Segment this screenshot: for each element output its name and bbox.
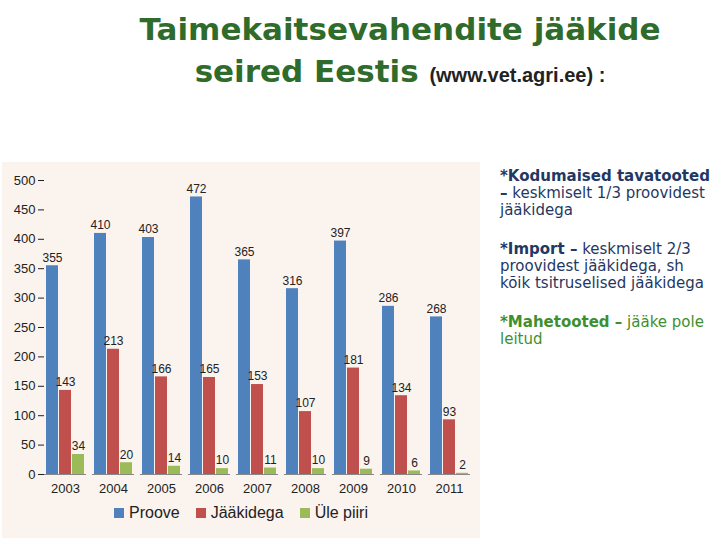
html-text:*Mahetooted – jääke pole leitu: *Mahetooted – jääke pole leitud — [500, 313, 704, 348]
svg-text:2004: 2004 — [99, 481, 128, 496]
html-text:Jääkidega: Jääkidega — [210, 504, 284, 521]
svg-text:300: 300 — [14, 290, 36, 305]
svg-text:10: 10 — [312, 453, 326, 467]
svg-text:450: 450 — [14, 202, 36, 217]
svg-text:2007: 2007 — [243, 481, 272, 496]
svg-text:472: 472 — [186, 182, 206, 196]
svg-text:34: 34 — [72, 439, 86, 453]
svg-text:153: 153 — [247, 369, 267, 383]
svg-text:6: 6 — [411, 456, 418, 470]
svg-text:250: 250 — [14, 320, 36, 335]
svg-text:14: 14 — [168, 451, 182, 465]
svg-text:107: 107 — [295, 396, 315, 410]
svg-text:20: 20 — [120, 448, 134, 462]
svg-text:410: 410 — [90, 218, 110, 232]
html-text:Taimekaitsevahendite jääkide s: Taimekaitsevahendite jääkide seired Eest… — [139, 11, 661, 89]
svg-text:403: 403 — [138, 222, 158, 236]
html-text:*Kodumaised tavatooted – keskm: *Kodumaised tavatooted – keskmiselt 1/3 … — [500, 167, 710, 219]
svg-text:2006: 2006 — [195, 481, 224, 496]
svg-text:181: 181 — [343, 353, 363, 367]
svg-text:100: 100 — [14, 408, 36, 423]
svg-text:268: 268 — [426, 302, 446, 316]
svg-text:2005: 2005 — [147, 481, 176, 496]
svg-text:165: 165 — [199, 362, 219, 376]
svg-text:2008: 2008 — [291, 481, 320, 496]
svg-text:11: 11 — [264, 453, 277, 467]
html-text:*Import – keskmiselt 2/3 proov: *Import – keskmiselt 2/3 proovidest jääk… — [500, 240, 704, 292]
svg-text:2010: 2010 — [387, 481, 416, 496]
svg-text:2: 2 — [459, 458, 466, 472]
html-text:Proove: Proove — [129, 504, 180, 521]
svg-text:134: 134 — [391, 381, 411, 395]
svg-text:150: 150 — [14, 378, 36, 393]
svg-text:143: 143 — [55, 375, 75, 389]
svg-text:397: 397 — [330, 226, 350, 240]
svg-text:355: 355 — [42, 251, 62, 265]
svg-text:0: 0 — [28, 467, 35, 482]
svg-text:286: 286 — [378, 291, 398, 305]
svg-text:2003: 2003 — [51, 481, 80, 496]
svg-text:2011: 2011 — [436, 481, 464, 496]
svg-text:50: 50 — [21, 437, 35, 452]
svg-text:213: 213 — [103, 334, 123, 348]
svg-text:9: 9 — [363, 454, 370, 468]
svg-text:365: 365 — [234, 245, 254, 259]
svg-text:316: 316 — [282, 274, 302, 288]
svg-text:500: 500 — [14, 173, 36, 188]
svg-text:200: 200 — [14, 349, 36, 364]
svg-text:93: 93 — [443, 405, 457, 419]
svg-text:2009: 2009 — [339, 481, 368, 496]
svg-text:166: 166 — [151, 362, 171, 376]
html-text:Üle piiri: Üle piiri — [314, 504, 368, 521]
svg-text:350: 350 — [14, 261, 36, 276]
svg-text:10: 10 — [216, 453, 230, 467]
svg-text:400: 400 — [14, 231, 36, 246]
